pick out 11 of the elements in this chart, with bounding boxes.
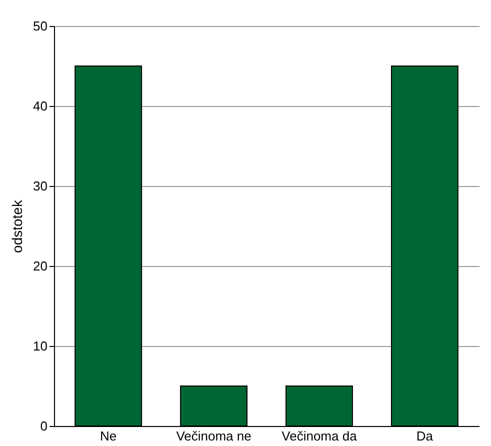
x-tick-label: Večinoma ne xyxy=(176,428,252,444)
x-tick-label: Ne xyxy=(100,428,117,444)
y-tick-label: 20 xyxy=(33,258,48,274)
y-tick-label: 30 xyxy=(33,178,48,194)
x-tick-label: Da xyxy=(416,428,434,444)
y-tick-label: 0 xyxy=(40,418,48,434)
y-tick-label: 40 xyxy=(33,98,48,114)
y-tick-label: 50 xyxy=(33,18,48,34)
x-tick-label: Večinoma da xyxy=(282,428,358,444)
y-tick-label: 10 xyxy=(33,338,48,354)
y-axis-title: odstotek xyxy=(9,199,26,253)
